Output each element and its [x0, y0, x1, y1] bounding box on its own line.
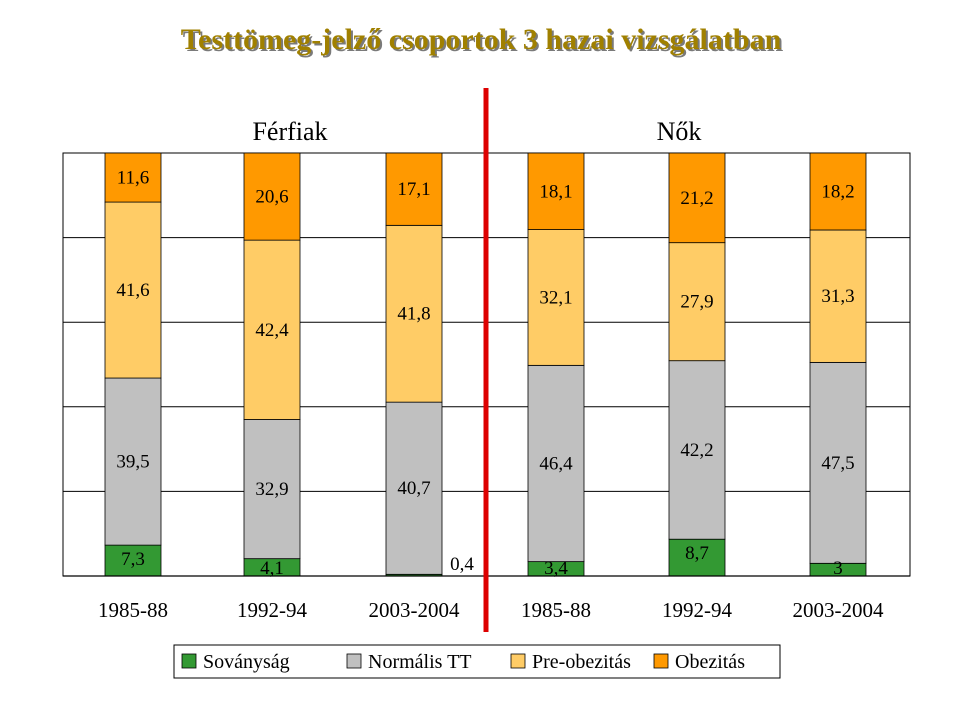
- legend-swatch-underweight: [181, 653, 197, 669]
- group-label-men: Férfiak: [252, 117, 327, 146]
- legend-label-underweight: Soványság: [203, 651, 290, 673]
- bar-preobese-3: [385, 224, 443, 403]
- legend: Soványság Normális TT Pre-obezitás Obezitás: [173, 644, 781, 679]
- group-label-women: Nők: [657, 117, 702, 146]
- value-label-normal-4: 46,4: [539, 453, 573, 474]
- value-label-obese-2: 20,6: [255, 187, 288, 208]
- bar-underweight-1: [104, 544, 162, 577]
- bar-normal-6: [809, 361, 867, 564]
- value-label-underweight-5: 8,7: [685, 543, 709, 564]
- bar-obese-5: [668, 152, 726, 244]
- category-label-5: 1992-94: [662, 598, 732, 622]
- value-label-underweight-6: 3: [833, 558, 843, 579]
- bar-obese-6: [809, 152, 867, 231]
- value-label-normal-3: 40,7: [397, 478, 430, 499]
- category-label-1: 1985-88: [98, 598, 168, 622]
- legend-swatch-normal: [346, 653, 362, 669]
- legend-label-preobese: Pre-obezitás: [532, 651, 631, 673]
- bar-preobese-4: [527, 229, 585, 366]
- value-label-underweight-2: 4,1: [260, 558, 284, 579]
- value-label-normal-1: 39,5: [116, 452, 149, 473]
- value-label-normal-5: 42,2: [680, 440, 713, 461]
- legend-swatch-preobese: [510, 653, 526, 669]
- value-label-obese-1: 11,6: [117, 168, 150, 189]
- legend-label-obese: Obezitás: [675, 651, 745, 673]
- value-label-obese-5: 21,2: [680, 188, 713, 209]
- legend-swatch-obese: [653, 653, 669, 669]
- value-label-preobese-6: 31,3: [821, 286, 854, 307]
- bar-normal-4: [527, 364, 585, 563]
- value-labels: 7,3 39,5 41,6 11,6 4,1 32,9 42,4 20,6 0,4 40,7 41,…: [116, 168, 854, 579]
- category-label-3: 2003-2004: [369, 598, 460, 622]
- value-label-preobese-3: 41,8: [397, 304, 430, 325]
- bar-preobese-1: [104, 201, 162, 379]
- bar-underweight-5: [668, 538, 726, 577]
- value-label-preobese-5: 27,9: [680, 292, 713, 313]
- bar-normal-3: [385, 401, 443, 575]
- chart-title-shadow: Testtömeg-jelző csoportok 3 hazai vizsgá…: [183, 25, 784, 58]
- value-label-preobese-1: 41,6: [116, 280, 149, 301]
- bar-normal-2: [243, 419, 301, 560]
- bar-obese-3: [385, 152, 443, 226]
- bar-obese-1: [104, 152, 162, 203]
- value-label-underweight-3: 0,4: [450, 554, 474, 575]
- value-label-preobese-4: 32,1: [539, 287, 572, 308]
- value-label-obese-4: 18,1: [539, 181, 572, 202]
- value-label-obese-3: 17,1: [397, 179, 430, 200]
- bar-normal-1: [104, 377, 162, 546]
- bar-segments: [104, 152, 867, 577]
- category-label-2: 1992-94: [237, 598, 307, 622]
- value-label-normal-6: 47,5: [821, 453, 854, 474]
- category-label-6: 2003-2004: [793, 598, 884, 622]
- category-label-4: 1985-88: [521, 598, 591, 622]
- legend-label-normal: Normális TT: [368, 651, 472, 673]
- bar-preobese-5: [668, 242, 726, 362]
- bar-preobese-2: [243, 239, 301, 420]
- bar-preobese-6: [809, 229, 867, 363]
- chart-title: Testtömeg-jelző csoportok 3 hazai vizsgá…: [181, 23, 782, 56]
- value-label-underweight-4: 3,4: [544, 558, 568, 579]
- value-label-preobese-2: 42,4: [255, 320, 289, 341]
- bar-obese-2: [243, 152, 301, 241]
- value-label-obese-6: 18,2: [821, 181, 854, 202]
- category-labels: 1985-88 1992-94 2003-2004 1985-88 1992-94 200…: [98, 598, 884, 622]
- legend-box: [173, 644, 781, 679]
- bar-obese-4: [527, 152, 585, 230]
- value-label-normal-2: 32,9: [255, 479, 288, 500]
- value-label-underweight-1: 7,3: [121, 549, 145, 570]
